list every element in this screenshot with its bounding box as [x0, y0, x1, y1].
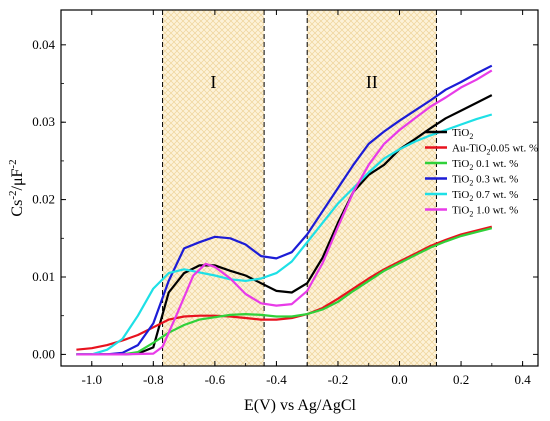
region-2-label: II: [366, 72, 378, 92]
legend-label-tail: 0.7 wt. %: [473, 189, 518, 201]
series-line-6: [76, 69, 493, 356]
legend-label-main: TiO: [452, 174, 469, 186]
y-tick-label: 0.01: [32, 269, 55, 284]
legend-label-main: Au-TiO: [452, 143, 486, 155]
plot-frame: [60, 9, 539, 367]
legend-label-sub: 2: [469, 179, 473, 188]
legend-label-main: TiO: [452, 127, 469, 139]
legend-label-4: TiO2 0.3 wt. %: [452, 174, 518, 188]
legend-label-sub: 2: [469, 194, 473, 203]
y-tick-label: 0.03: [32, 114, 55, 129]
x-tick-label: -1.0: [81, 372, 102, 387]
legend-label-tail: 0.3 wt. %: [473, 174, 518, 186]
y-axis: 0.00 0.01 0.02 0.03 0.04: [32, 37, 538, 361]
y-axis-title-exp1: -2: [7, 191, 19, 200]
legend-label-sub: 2: [469, 210, 473, 219]
series-line-5: [76, 113, 493, 356]
series-line-4: [76, 64, 493, 356]
series-line-2: [76, 225, 493, 351]
legend-label-6: TiO2 1.0 wt. %: [452, 205, 518, 219]
y-axis-title: Cs-2/μF-2: [7, 159, 26, 216]
x-tick-label: 0.0: [391, 372, 407, 387]
legend-label-main: TiO: [452, 189, 469, 201]
region-2-shade: [307, 10, 437, 366]
legend-label-tail: 0.1 wt. %: [473, 158, 518, 170]
y-tick-label: 0.04: [32, 37, 55, 52]
x-tick-label: -0.8: [143, 372, 164, 387]
x-axis-title: E(V) vs Ag/AgCl: [244, 397, 357, 414]
legend-label-main: TiO: [452, 205, 469, 217]
x-tick-label: -0.2: [328, 372, 349, 387]
y-axis-title-unit: /μF: [9, 168, 26, 190]
x-tick-label: -0.6: [205, 372, 226, 387]
legend-label-sub: 2: [486, 148, 490, 157]
series-layer: [76, 64, 493, 356]
legend-label-main: TiO: [452, 158, 469, 170]
y-axis-title-cs: Cs: [9, 200, 26, 217]
x-tick-label: 0.4: [514, 372, 531, 387]
y-axis-title-exp2: -2: [7, 159, 19, 168]
x-tick-label: 0.2: [453, 372, 469, 387]
legend-label-sub: 2: [469, 163, 473, 172]
legend-label-tail: 1.0 wt. %: [473, 205, 518, 217]
y-tick-label: 0.02: [32, 192, 55, 207]
legend-label-sub: 2: [469, 132, 473, 141]
legend-label-5: TiO2 0.7 wt. %: [452, 189, 518, 203]
y-tick-label: 0.00: [32, 346, 55, 361]
x-tick-label: -0.4: [266, 372, 287, 387]
legend-label-3: TiO2 0.1 wt. %: [452, 158, 518, 172]
x-axis: -1.0 -0.8 -0.6 -0.4 -0.2 0.0 0.2 0.4: [60, 10, 531, 387]
region-1-label: I: [210, 72, 216, 92]
legend-label-tail: 0.05 wt. %: [490, 143, 538, 155]
series-line-3: [76, 227, 493, 356]
regions: I II: [162, 10, 437, 366]
legend-label-2: Au-TiO20.05 wt. %: [452, 143, 538, 157]
legend-label-1: TiO2: [452, 127, 473, 141]
